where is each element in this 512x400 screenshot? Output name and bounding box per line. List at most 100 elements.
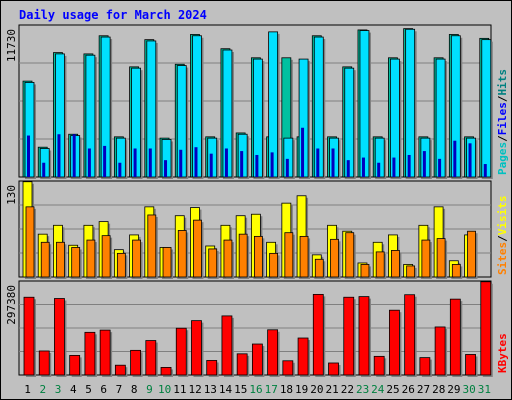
sites-bar-day-20 <box>314 258 324 278</box>
day-label-11: 11 <box>173 383 186 396</box>
pages-bar-day-14 <box>224 148 228 177</box>
day-label-18: 18 <box>280 383 293 396</box>
sites-bar-day-27 <box>421 239 431 278</box>
kbytes-bar-day-3 <box>54 298 65 376</box>
sites-bar-day-10 <box>162 247 172 278</box>
legend-hits-files-pages: Pages/Files/Hits <box>496 69 509 175</box>
sites-bar-day-15 <box>238 233 248 278</box>
kbytes-bar-day-28 <box>434 326 446 376</box>
legend-hits-files-pages-separator: / <box>496 135 509 142</box>
day-label-28: 28 <box>432 383 445 396</box>
legend-kbytes: KBytes <box>496 333 509 373</box>
sites-bar-day-25 <box>391 250 400 278</box>
sites-bar-day-24 <box>375 251 385 278</box>
kbytes-bar-day-20 <box>312 293 324 376</box>
pages-bar-day-12 <box>194 147 198 177</box>
sites-bar-day-23 <box>360 264 370 278</box>
kbytes-bar-day-29 <box>449 298 461 376</box>
pages-bar-day-31 <box>483 164 487 177</box>
kbytes-bar-day-30 <box>465 354 476 376</box>
sites-bar-day-11 <box>177 230 187 278</box>
day-label-8: 8 <box>131 383 138 396</box>
pages-bar-day-8 <box>133 148 137 177</box>
sites-bar-day-9 <box>147 214 157 278</box>
kbytes-bar-day-15 <box>236 353 248 376</box>
pages-bar-day-19 <box>301 127 305 177</box>
panel-2-ymax-label: 130 <box>5 185 18 205</box>
panel-1-ymax-label: 11730 <box>5 29 18 62</box>
pages-bar-day-26 <box>407 154 411 177</box>
files-bar-day-23 <box>359 30 370 178</box>
legend-visits-sites-visits: Visits <box>496 196 509 236</box>
kbytes-bar-day-18 <box>282 360 294 376</box>
kbytes-bar-day-22 <box>343 296 355 376</box>
day-label-7: 7 <box>116 383 123 396</box>
sites-bar-day-26 <box>406 265 416 278</box>
day-label-12: 12 <box>188 383 201 396</box>
legend-hits-files-pages-files: Files <box>496 102 509 135</box>
day-label-22: 22 <box>341 383 354 396</box>
day-label-26: 26 <box>402 383 415 396</box>
day-label-9: 9 <box>146 383 153 396</box>
pages-bar-day-3 <box>57 134 61 177</box>
legend-hits-files-pages-separator: / <box>496 95 509 102</box>
kbytes-bar-day-6 <box>99 329 111 376</box>
pages-bar-day-28 <box>438 158 442 177</box>
kbytes-bar-day-7 <box>114 364 126 376</box>
sites-bar-day-14 <box>223 239 233 278</box>
pages-bar-day-15 <box>240 151 244 177</box>
pages-bar-day-16 <box>255 154 259 177</box>
pages-bar-day-9 <box>148 148 152 177</box>
kbytes-bar-day-14 <box>221 315 233 376</box>
day-label-14: 14 <box>219 383 233 396</box>
pages-bar-day-21 <box>331 148 335 177</box>
pages-bar-day-5 <box>87 148 91 177</box>
pages-bar-day-17 <box>270 152 274 177</box>
sites-bar-day-1 <box>25 206 35 278</box>
legend-kbytes-kbytes: KBytes <box>496 333 509 373</box>
sites-bar-day-22 <box>345 232 355 278</box>
day-label-19: 19 <box>295 383 308 396</box>
day-label-1: 1 <box>24 383 31 396</box>
kbytes-bar-day-19 <box>297 337 309 376</box>
kbytes-bar-day-16 <box>251 343 263 376</box>
pages-bar-day-2 <box>42 162 46 177</box>
pages-bar-day-29 <box>453 140 457 177</box>
day-label-23: 23 <box>356 383 369 396</box>
sites-bar-day-7 <box>116 252 126 278</box>
files-bar-day-26 <box>405 28 416 178</box>
kbytes-bar-day-23 <box>358 296 370 376</box>
sites-bar-day-2 <box>40 241 50 278</box>
chart-title: Daily usage for March 2024 <box>19 8 207 22</box>
legend-visits-sites-separator: / <box>496 235 509 242</box>
pages-bar-day-10 <box>164 160 168 177</box>
kbytes-bar-day-24 <box>373 355 385 376</box>
legend-visits-sites-sites: Sites <box>496 242 509 275</box>
day-label-16: 16 <box>249 383 262 396</box>
pages-bar-day-7 <box>118 162 122 177</box>
pages-bar-day-11 <box>179 149 183 177</box>
day-label-31: 31 <box>478 383 491 396</box>
kbytes-bar-day-13 <box>206 360 218 376</box>
sites-bar-day-8 <box>132 239 141 278</box>
day-label-4: 4 <box>70 383 77 396</box>
day-label-5: 5 <box>85 383 92 396</box>
day-label-24: 24 <box>371 383 385 396</box>
sites-bar-day-30 <box>467 230 476 278</box>
kbytes-bar-day-4 <box>69 355 81 376</box>
day-label-17: 17 <box>265 383 278 396</box>
day-label-21: 21 <box>326 383 339 396</box>
kbytes-bar-day-25 <box>389 309 400 376</box>
day-label-25: 25 <box>386 383 399 396</box>
kbytes-bar-day-9 <box>145 340 157 376</box>
sites-bar-day-12 <box>193 219 202 278</box>
kbytes-bar-day-21 <box>328 362 339 376</box>
day-label-2: 2 <box>40 383 47 396</box>
sites-bar-day-6 <box>101 235 111 278</box>
day-label-10: 10 <box>158 383 171 396</box>
sites-bar-day-13 <box>208 248 218 278</box>
kbytes-bar-day-11 <box>175 327 187 376</box>
kbytes-bar-day-17 <box>267 329 279 376</box>
legend-hits-files-pages-pages: Pages <box>496 142 509 175</box>
